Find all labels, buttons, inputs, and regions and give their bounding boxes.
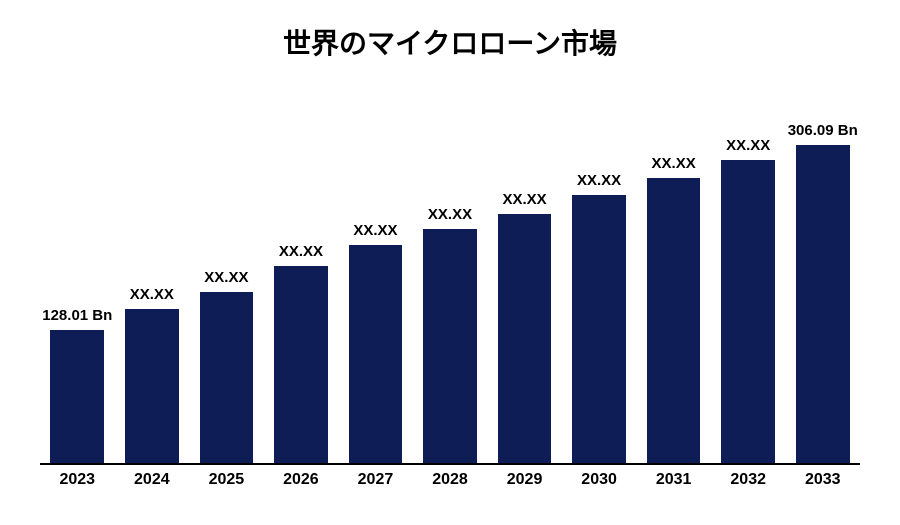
bar-value-label: XX.XX xyxy=(130,286,174,303)
bar-value-label: XX.XX xyxy=(652,155,696,172)
bar-value-label: 128.01 Bn xyxy=(42,307,112,324)
x-category: 2024 xyxy=(115,465,190,489)
x-category: 2025 xyxy=(189,465,264,489)
x-category: 2026 xyxy=(264,465,339,489)
bar xyxy=(200,292,254,463)
x-category: 2031 xyxy=(636,465,711,489)
bar xyxy=(498,214,552,463)
plot-area: 128.01 Bn XX.XX XX.XX XX.XX XX.XX XX.XX XX.XX X… xyxy=(40,110,860,465)
x-category: 2033 xyxy=(785,465,860,489)
bar xyxy=(423,229,477,463)
bar-value-label: XX.XX xyxy=(502,191,546,208)
bar-value-label: XX.XX xyxy=(577,172,621,189)
bar-slot: 128.01 Bn xyxy=(40,110,115,463)
bar xyxy=(572,195,626,463)
chart-title: 世界のマイクロローン市場 xyxy=(0,0,900,62)
bar xyxy=(721,160,775,463)
bar-value-label: XX.XX xyxy=(428,206,472,223)
bar-value-label: XX.XX xyxy=(353,222,397,239)
x-axis: 2023202420252026202720282029203020312032… xyxy=(40,465,860,495)
x-category: 2023 xyxy=(40,465,115,489)
x-category: 2029 xyxy=(487,465,562,489)
bar-value-label: XX.XX xyxy=(726,137,770,154)
bar-value-label: XX.XX xyxy=(204,269,248,286)
bar-slot: XX.XX xyxy=(562,110,637,463)
bar xyxy=(274,266,328,463)
x-category: 2030 xyxy=(562,465,637,489)
bar-slot: XX.XX xyxy=(338,110,413,463)
bar-slot: XX.XX xyxy=(115,110,190,463)
x-category: 2028 xyxy=(413,465,488,489)
bar-value-label: 306.09 Bn xyxy=(788,122,858,139)
bar-value-label: XX.XX xyxy=(279,243,323,260)
bar-slot: XX.XX xyxy=(487,110,562,463)
bar-slot: XX.XX xyxy=(413,110,488,463)
x-category: 2032 xyxy=(711,465,786,489)
bar-slot: XX.XX xyxy=(264,110,339,463)
bars-container: 128.01 Bn XX.XX XX.XX XX.XX XX.XX XX.XX XX.XX X… xyxy=(40,110,860,463)
bar xyxy=(796,145,850,463)
x-category: 2027 xyxy=(338,465,413,489)
bar xyxy=(647,178,701,464)
bar-slot: 306.09 Bn xyxy=(785,110,860,463)
bar xyxy=(125,309,179,463)
bar-slot: XX.XX xyxy=(636,110,711,463)
bar xyxy=(50,330,104,463)
bar-slot: XX.XX xyxy=(189,110,264,463)
bar xyxy=(349,245,403,463)
bar-slot: XX.XX xyxy=(711,110,786,463)
chart-area: 128.01 Bn XX.XX XX.XX XX.XX XX.XX XX.XX XX.XX X… xyxy=(40,110,860,495)
